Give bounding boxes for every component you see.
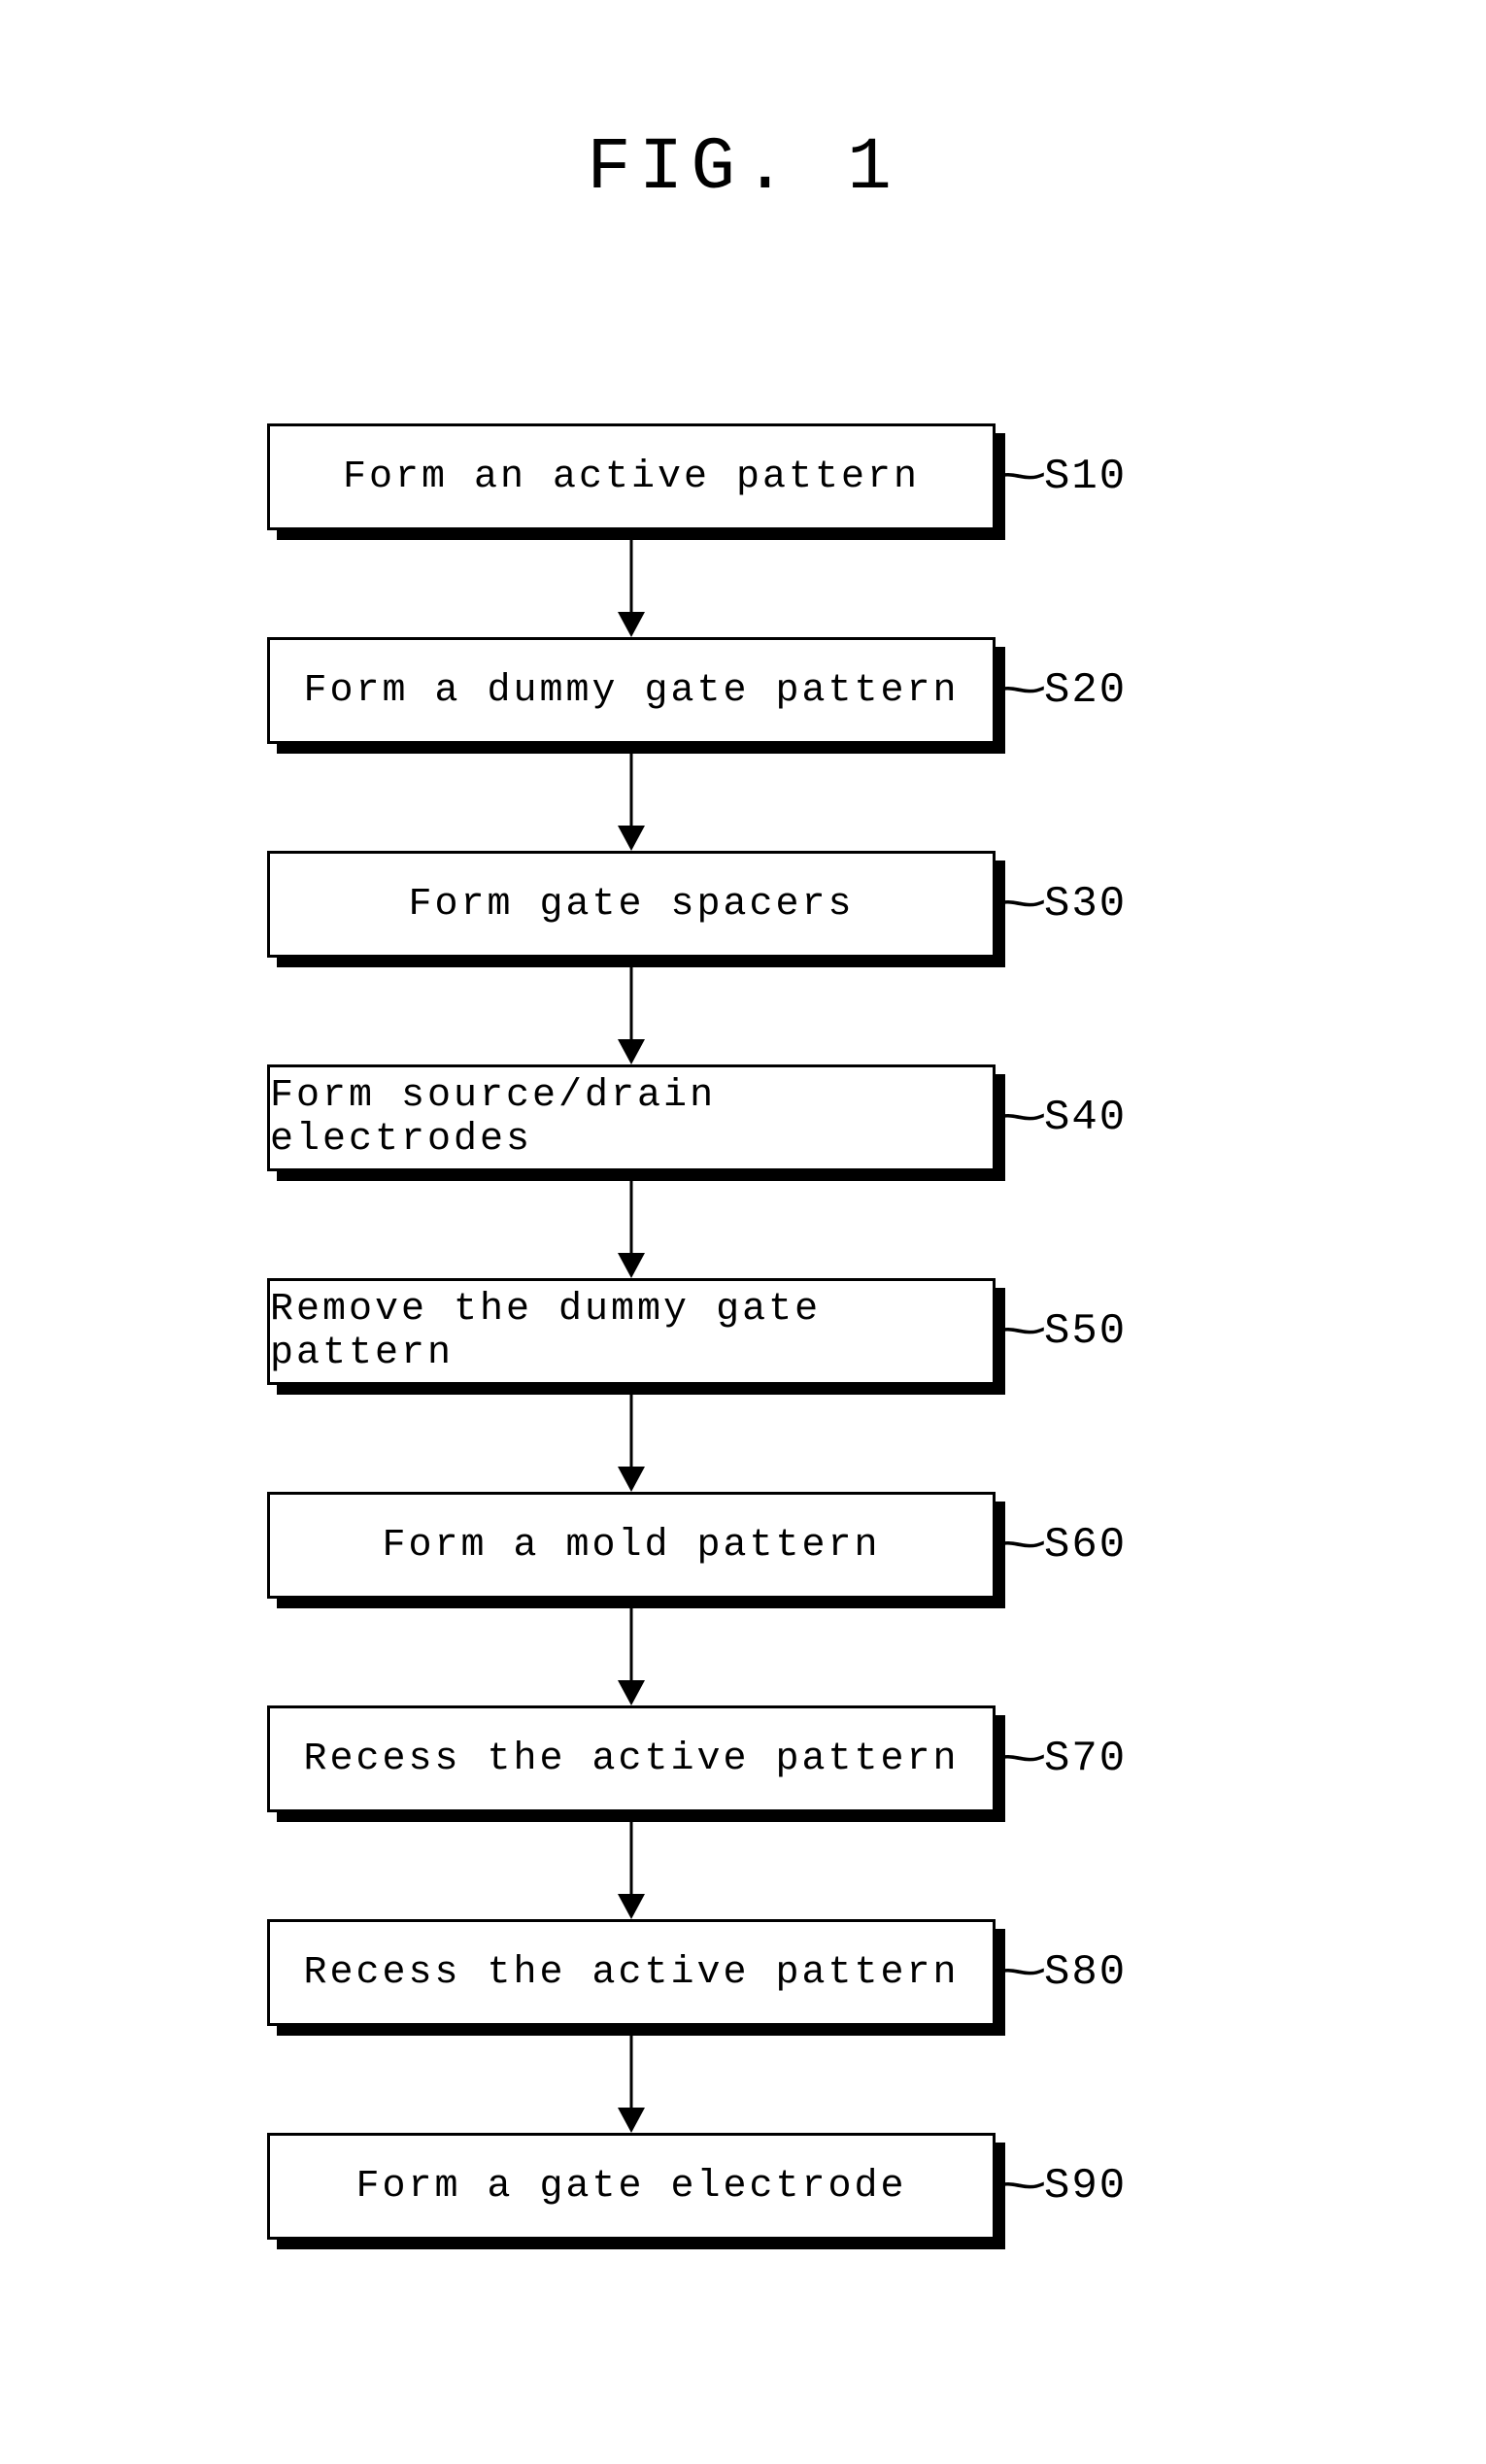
leader-tilde-icon: ⁓ <box>991 2160 1046 2212</box>
step-label-group: ⁓S90 <box>996 2160 1127 2212</box>
step-label-group: ⁓S50 <box>996 1305 1127 1358</box>
leader-tilde-icon: ⁓ <box>991 451 1046 503</box>
arrow-down-icon <box>602 1812 660 1919</box>
step-label-group: ⁓S40 <box>996 1092 1127 1144</box>
step-label-group: ⁓S60 <box>996 1519 1127 1571</box>
leader-tilde-icon: ⁓ <box>991 878 1046 930</box>
flow-step: Form gate spacers⁓S30 <box>209 851 1277 958</box>
figure-title: FIG. 1 <box>0 126 1486 210</box>
flow-box: Recess the active pattern <box>267 1919 996 2026</box>
flow-box-wrap: Form a gate electrode <box>267 2133 996 2240</box>
step-label: S80 <box>1044 1948 1127 1997</box>
step-label: S20 <box>1044 666 1127 715</box>
flow-step: Form a gate electrode⁓S90 <box>209 2133 1277 2240</box>
flow-box: Form source/drain electrodes <box>267 1064 996 1171</box>
leader-tilde-icon: ⁓ <box>991 664 1046 717</box>
flow-arrow <box>267 530 996 637</box>
arrow-down-icon <box>602 1385 660 1492</box>
step-label: S50 <box>1044 1307 1127 1356</box>
leader-tilde-icon: ⁓ <box>991 1733 1046 1785</box>
step-label-group: ⁓S30 <box>996 878 1127 930</box>
flow-box-wrap: Remove the dummy gate pattern <box>267 1278 996 1385</box>
leader-tilde-icon: ⁓ <box>991 1946 1046 1999</box>
flow-box-wrap: Recess the active pattern <box>267 1705 996 1812</box>
flow-arrow <box>267 1171 996 1278</box>
step-label-group: ⁓S80 <box>996 1946 1127 1999</box>
flow-box: Form a gate electrode <box>267 2133 996 2240</box>
flow-arrow <box>267 1599 996 1705</box>
step-label-group: ⁓S20 <box>996 664 1127 717</box>
flow-box-wrap: Form a mold pattern <box>267 1492 996 1599</box>
step-label: S30 <box>1044 880 1127 928</box>
flow-box: Recess the active pattern <box>267 1705 996 1812</box>
flow-box-wrap: Form an active pattern <box>267 423 996 530</box>
arrow-down-icon <box>602 1599 660 1705</box>
arrow-down-icon <box>602 1171 660 1278</box>
flow-box: Form a dummy gate pattern <box>267 637 996 744</box>
flow-step: Remove the dummy gate pattern⁓S50 <box>209 1278 1277 1385</box>
leader-tilde-icon: ⁓ <box>991 1305 1046 1358</box>
flow-arrow <box>267 1812 996 1919</box>
flow-arrow <box>267 744 996 851</box>
flow-box: Form gate spacers <box>267 851 996 958</box>
flow-step: Form a mold pattern⁓S60 <box>209 1492 1277 1599</box>
leader-tilde-icon: ⁓ <box>991 1519 1046 1571</box>
arrow-down-icon <box>602 2026 660 2133</box>
flow-arrow <box>267 958 996 1064</box>
leader-tilde-icon: ⁓ <box>991 1092 1046 1144</box>
arrow-down-icon <box>602 744 660 851</box>
flow-arrow <box>267 2026 996 2133</box>
step-label: S40 <box>1044 1094 1127 1142</box>
flow-box-wrap: Form source/drain electrodes <box>267 1064 996 1171</box>
flow-box-wrap: Form a dummy gate pattern <box>267 637 996 744</box>
step-label-group: ⁓S10 <box>996 451 1127 503</box>
step-label: S90 <box>1044 2162 1127 2211</box>
flow-step: Recess the active pattern⁓S80 <box>209 1919 1277 2026</box>
step-label: S10 <box>1044 453 1127 501</box>
arrow-down-icon <box>602 958 660 1064</box>
flow-box: Remove the dummy gate pattern <box>267 1278 996 1385</box>
step-label: S70 <box>1044 1735 1127 1783</box>
flow-step: Recess the active pattern⁓S70 <box>209 1705 1277 1812</box>
flow-step: Form a dummy gate pattern⁓S20 <box>209 637 1277 744</box>
flow-box: Form an active pattern <box>267 423 996 530</box>
flow-step: Form source/drain electrodes⁓S40 <box>209 1064 1277 1171</box>
flow-box-wrap: Form gate spacers <box>267 851 996 958</box>
step-label: S60 <box>1044 1521 1127 1570</box>
flow-box-wrap: Recess the active pattern <box>267 1919 996 2026</box>
flowchart: Form an active pattern⁓S10Form a dummy g… <box>209 423 1277 2240</box>
page: FIG. 1 Form an active pattern⁓S10Form a … <box>0 0 1486 2337</box>
flow-box: Form a mold pattern <box>267 1492 996 1599</box>
flow-arrow <box>267 1385 996 1492</box>
flow-step: Form an active pattern⁓S10 <box>209 423 1277 530</box>
step-label-group: ⁓S70 <box>996 1733 1127 1785</box>
arrow-down-icon <box>602 530 660 637</box>
